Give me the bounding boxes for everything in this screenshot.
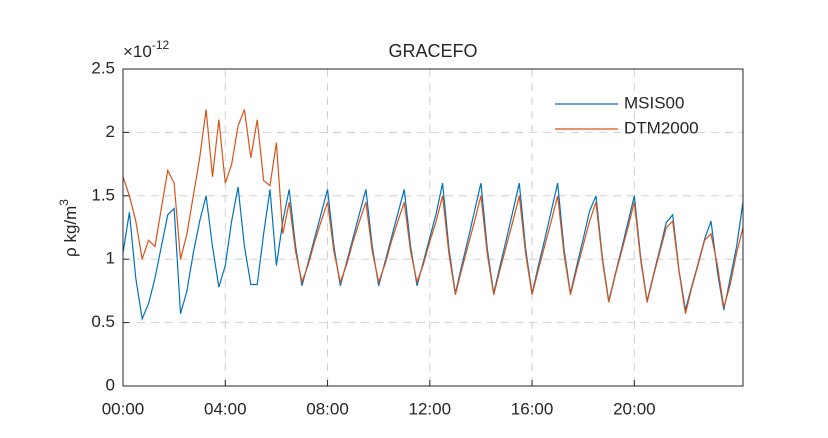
x-tick-label: 20:00 [613, 399, 656, 418]
y-tick-label: 0.5 [91, 312, 115, 331]
y-tick-label: 2 [106, 122, 115, 141]
x-tick-label: 12:00 [409, 399, 452, 418]
axes-box [122, 68, 744, 387]
data-line [122, 109, 744, 314]
legend-label: MSIS00 [624, 93, 684, 112]
data-line [122, 182, 744, 321]
y-exponent: ×10-12 [123, 38, 170, 61]
legend-label: DTM2000 [624, 118, 699, 137]
y-tick-label: 1.5 [91, 185, 115, 204]
chart-title: GRACEFO [388, 41, 477, 61]
x-tick-label: 16:00 [511, 399, 554, 418]
x-tick-label: 08:00 [306, 399, 349, 418]
y-tick-label: 1 [106, 249, 115, 268]
y-tick-label: 0 [106, 375, 115, 394]
y-label-text: ρ kg/m [61, 206, 80, 257]
exponent-base: ×10 [123, 42, 152, 61]
y-label-sup: 3 [57, 199, 71, 206]
x-tick-label: 04:00 [204, 399, 247, 418]
exponent-power: -12 [152, 38, 170, 52]
x-tick-label: 00:00 [102, 399, 145, 418]
y-axis-label: ρ kg/m3 [57, 199, 80, 257]
y-tick-label: 2.5 [91, 58, 115, 77]
